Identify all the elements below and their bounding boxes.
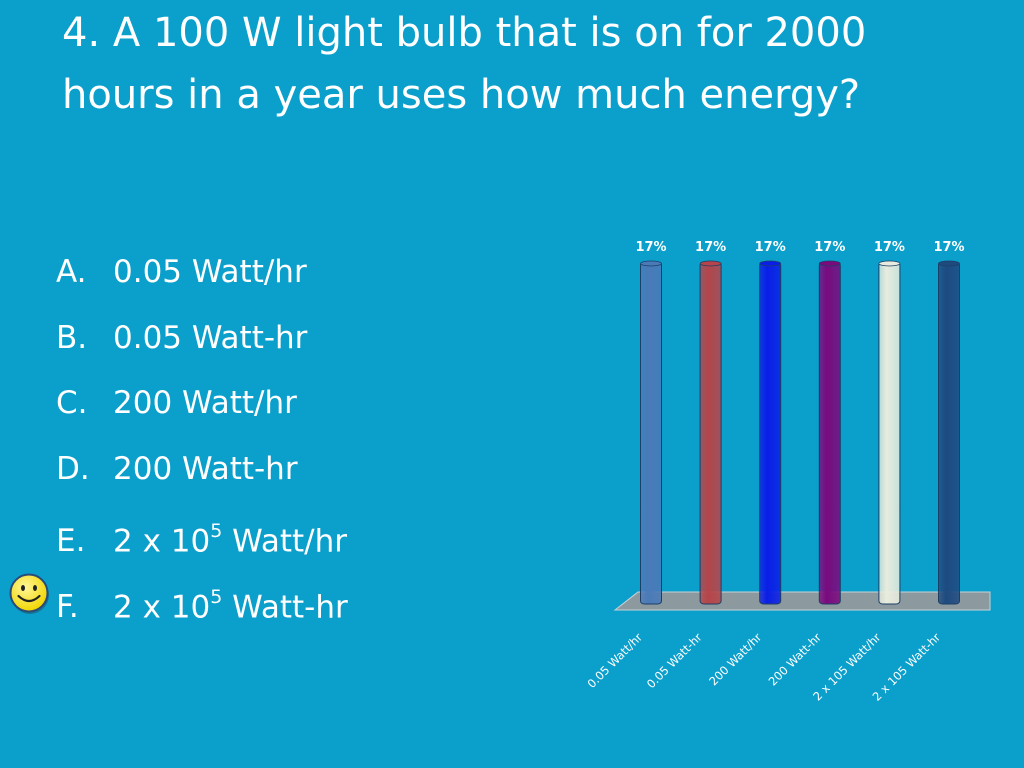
answer-text: 200 Watt/hr (113, 385, 297, 421)
chart-bar-cap (640, 260, 662, 267)
answer-text: 0.05 Watt-hr (113, 319, 308, 356)
answer-letter: F. (56, 588, 79, 625)
answer-list: A. 0.05 Watt/hr B. 0.05 Watt-hr C. 200 Watt… (56, 240, 348, 633)
answer-superscript: 5 (210, 520, 223, 542)
answer-c: C. 200 Watt/hr (56, 371, 348, 437)
answer-e: E. 2 x 105 Watt/hr (56, 502, 348, 568)
chart-bar (759, 261, 782, 605)
answer-text-unit: Watt/hr (222, 523, 347, 560)
chart-bar (878, 261, 901, 605)
chart-bar-cap (938, 260, 960, 267)
answer-letter: E. (56, 523, 86, 560)
chart-bar (699, 261, 722, 605)
chart-floor (613, 591, 991, 611)
chart-data-label: 17% (635, 240, 666, 255)
chart-bar-cap (759, 260, 782, 267)
chart-bar (640, 261, 662, 605)
chart-bar-cap (878, 260, 901, 267)
chart-data-label: 17% (695, 240, 726, 255)
chart-tick-label: 0.05 Watt/hr (584, 630, 645, 691)
answer-b: B. 0.05 Watt-hr (56, 306, 348, 372)
answer-letter: B. (56, 319, 88, 356)
chart-tick-label: 0.05 Watt-hr (644, 630, 705, 691)
answer-text-base: 2 x 10 (113, 523, 211, 560)
answer-letter: A. (56, 254, 87, 290)
chart-data-label: 17% (814, 240, 845, 255)
chart-tick-label: 200 Watt/hr (706, 630, 764, 688)
answer-d: D. 200 Watt-hr (56, 437, 348, 503)
answer-superscript: 5 (210, 585, 223, 608)
answer-letter: D. (56, 450, 90, 487)
answer-text-base: 2 x 10 (113, 588, 211, 625)
chart-bar-cap (699, 260, 722, 267)
chart-data-label: 17% (755, 240, 786, 255)
response-bar-chart: 17% 0.05 Watt/hr 17% 0.05 Watt-hr 17% 200 Wat… (584, 240, 991, 704)
chart-bar (938, 261, 960, 605)
answer-text: 200 Watt-hr (113, 450, 298, 487)
chart-bar (818, 261, 841, 605)
answer-f: F. 2 x 105 Watt-hr (56, 568, 348, 634)
answer-a: A. 0.05 Watt/hr (56, 240, 348, 306)
chart-data-label: 17% (874, 240, 905, 255)
chart-data-label: 17% (933, 240, 964, 255)
chart-tick-label: 200 Watt-hr (766, 630, 825, 689)
smiley-face-icon (9, 573, 49, 614)
chart-bar-cap (818, 260, 841, 267)
answer-text: 0.05 Watt/hr (113, 254, 307, 290)
answer-letter: C. (56, 385, 88, 421)
question-title: 4. A 100 W light bulb that is on for 200… (62, 10, 867, 118)
answer-text-unit: Watt-hr (222, 588, 348, 625)
